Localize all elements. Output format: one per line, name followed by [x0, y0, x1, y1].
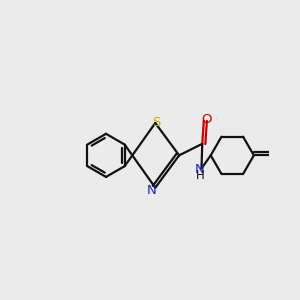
- Text: N: N: [195, 163, 205, 176]
- Text: N: N: [147, 184, 156, 196]
- Text: S: S: [152, 116, 160, 129]
- Text: H: H: [196, 169, 204, 182]
- Text: O: O: [202, 113, 212, 126]
